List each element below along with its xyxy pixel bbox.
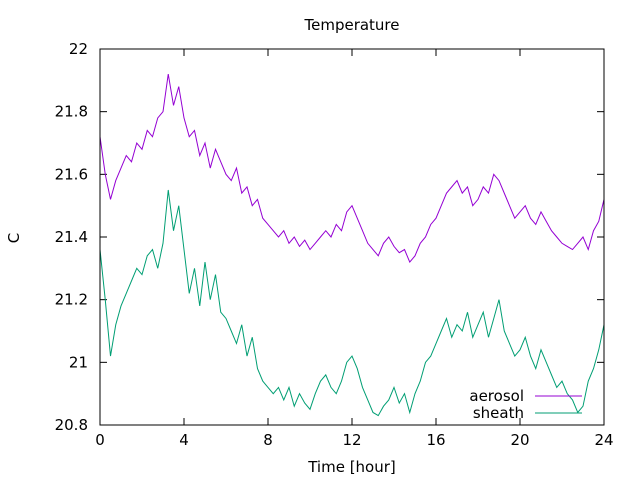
series-line-sheath — [99, 189, 605, 417]
x-tick-label: 16 — [426, 431, 445, 449]
axis-ticks: 0 4 8 12 16 20 24 20.8 21 21.2 21.4 21.6 21.8 22 — [55, 40, 614, 449]
y-tick-label: 21.2 — [55, 291, 88, 309]
y-tick-label: 21.8 — [55, 103, 88, 121]
x-axis-label: Time [hour] — [307, 458, 396, 476]
x-tick-label: 12 — [342, 431, 361, 449]
chart-title: Temperature — [303, 16, 399, 34]
x-tick-label: 4 — [179, 431, 189, 449]
series-line-aerosol — [99, 73, 605, 264]
y-tick-label: 22 — [69, 40, 88, 58]
y-axis-label: C — [5, 233, 23, 243]
y-tick-label: 21.6 — [55, 165, 88, 183]
x-tick-label: 24 — [594, 431, 613, 449]
series-group — [99, 73, 605, 417]
legend-label-sheath: sheath — [473, 404, 524, 422]
legend-label-aerosol: aerosol — [469, 387, 524, 405]
plot-frame — [99, 48, 605, 426]
x-tick-label: 0 — [95, 431, 105, 449]
y-tick-label: 21.4 — [55, 228, 88, 246]
y-tick-label: 20.8 — [55, 416, 88, 434]
legend: aerosol sheath — [469, 387, 582, 422]
x-tick-label: 20 — [510, 431, 529, 449]
x-tick-label: 8 — [263, 431, 273, 449]
y-tick-label: 21 — [69, 353, 88, 371]
